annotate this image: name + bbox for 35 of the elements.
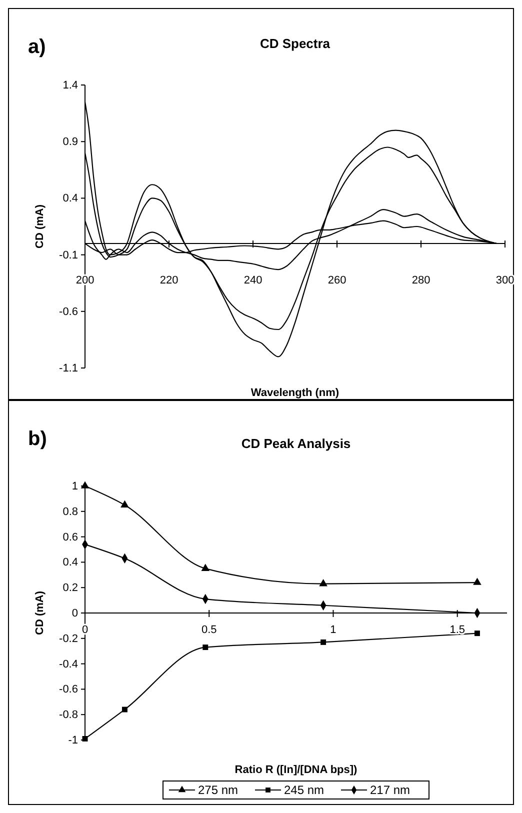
y-tick-label: 0.8 [62,506,78,518]
y-axis-title: CD (mA) [34,204,46,248]
text: b) [28,428,47,450]
y-tick-label: 0.4 [62,556,78,569]
x-tick-label: 260 [328,274,346,286]
y-tick-label: 0.6 [62,531,78,544]
y-tick-label: -0.6 [59,684,78,696]
y-tick-label: -0.1 [59,249,78,262]
y-tick-label: -1 [68,734,78,747]
y-tick-label: 1 [72,480,78,493]
y-tick-label: -0.2 [59,632,78,645]
y-tick-label: 0.4 [62,192,78,205]
x-tick-label: 280 [412,274,430,286]
y-tick-label: -0.4 [59,658,78,670]
x-tick-label: 240 [244,274,262,286]
legend-label: 217 nm [370,783,410,797]
legend-label: 275 nm [198,783,238,797]
x-tick-label: 220 [160,274,178,286]
x-axis-title: Wavelength (nm) [250,387,340,399]
y-axis-title: CD (mA) [34,590,46,635]
text: a) [28,36,46,58]
chart-title: CD Peak Analysis [241,436,351,451]
x-tick-label: 0.5 [201,624,217,636]
chart-title: CD Spectra [260,36,331,51]
x-tick-label: 1 [330,624,336,636]
y-tick-label: -0.8 [59,709,78,722]
y-tick-label: 0 [72,608,78,620]
legend-label: 245 nm [284,783,324,797]
y-tick-label: -1.1 [59,362,78,375]
x-axis-title: Ratio R ([In]/[DNA bps]) [234,764,358,776]
y-tick-label: 0.9 [62,136,78,148]
y-tick-label: -0.6 [59,306,78,318]
y-tick-label: 0.2 [62,582,78,594]
y-tick-label: 1.4 [62,80,78,92]
x-tick-label: 1.5 [450,624,465,636]
